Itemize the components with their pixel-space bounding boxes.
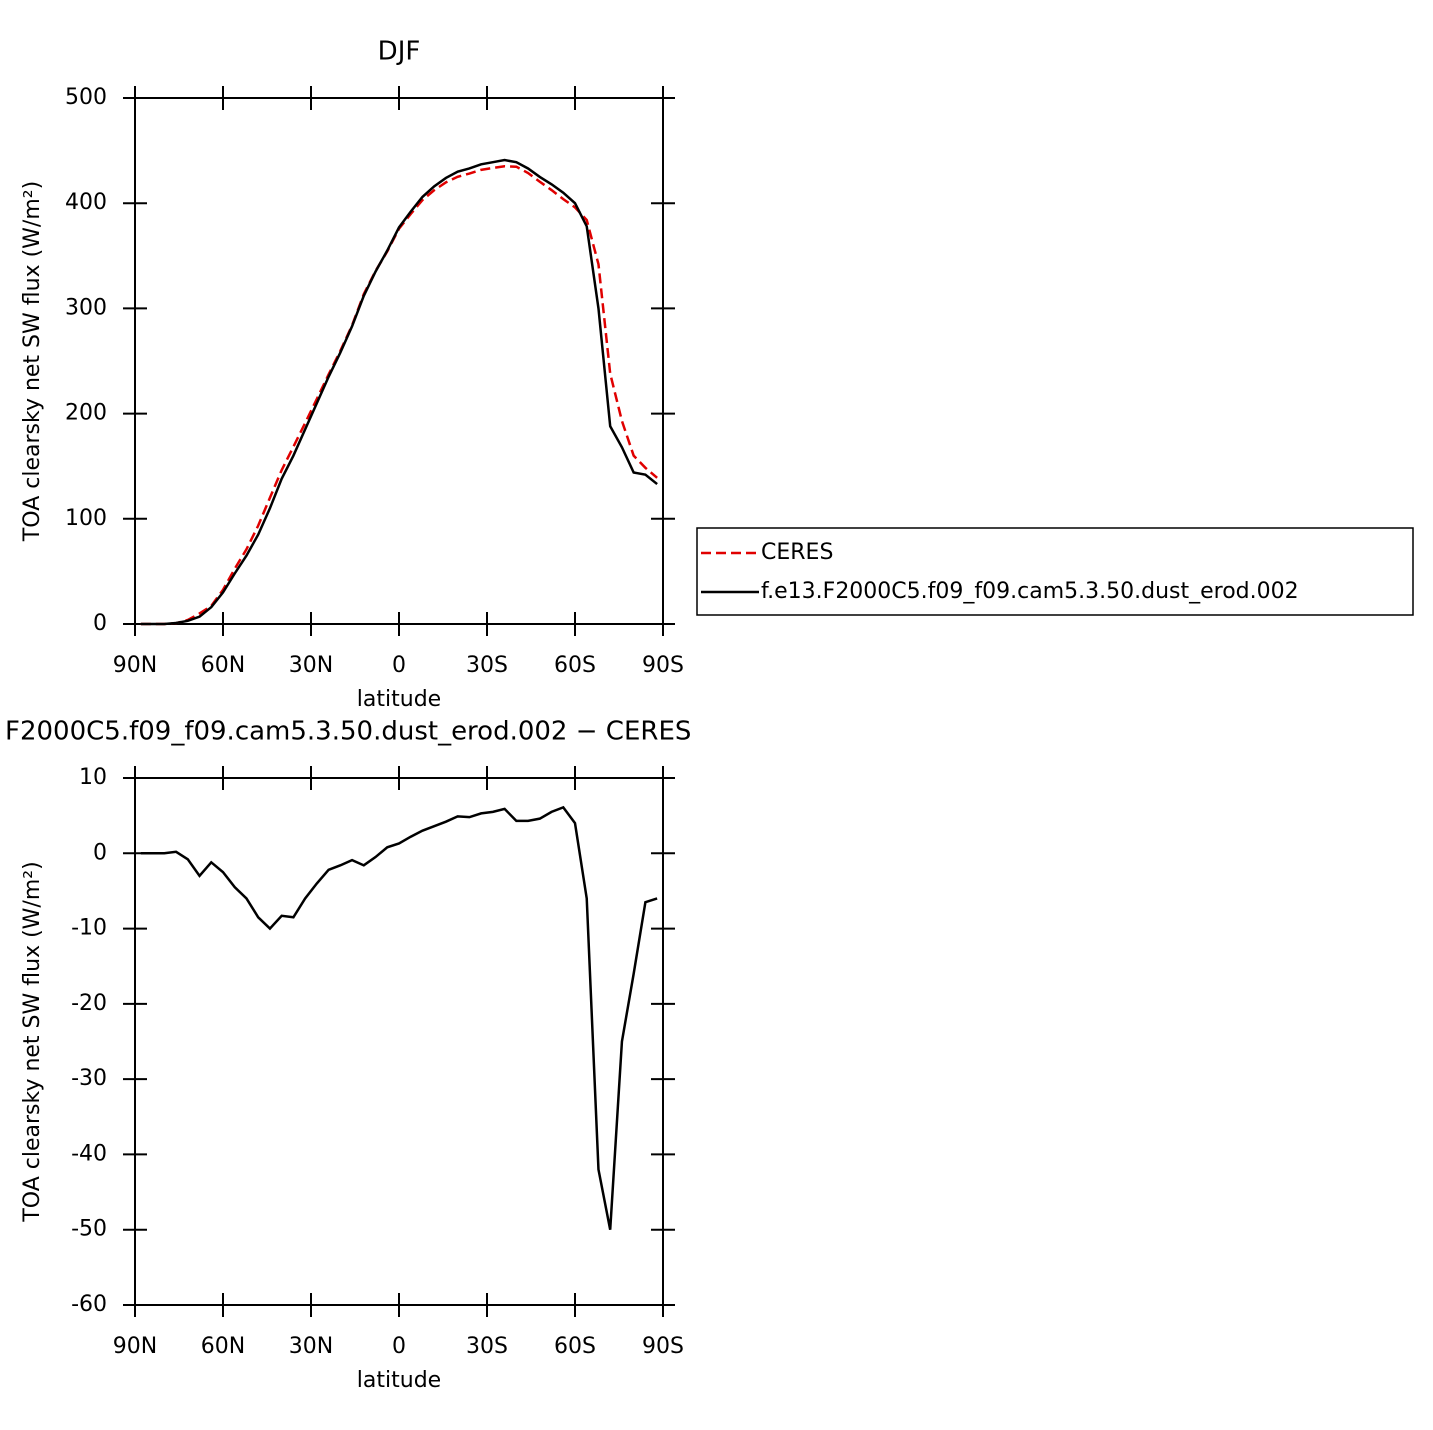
x-tick-label: 60S [554, 653, 596, 678]
data-line [140, 158, 658, 626]
y-tick-label: 200 [65, 401, 107, 426]
x-tick-label: 60N [201, 653, 245, 678]
legend-label: f.e13.F2000C5.f09_f09.cam5.3.50.dust_ero… [761, 579, 1299, 604]
y-tick-label: 0 [93, 840, 107, 865]
legend-box [696, 527, 1414, 616]
x-tick-label: 0 [392, 1334, 406, 1359]
x-tick-label: 30S [466, 653, 508, 678]
y-tick-label: 300 [65, 295, 107, 320]
y-tick-label: -60 [71, 1292, 107, 1317]
y-tick-label: -40 [71, 1141, 107, 1166]
y-axis-label: TOA clearsky net SW flux (W/m²) [20, 181, 45, 542]
x-tick-label: 90N [113, 1334, 157, 1359]
plot-frame [134, 777, 664, 1306]
data-line [140, 165, 658, 626]
x-tick-label: 60S [554, 1334, 596, 1359]
y-tick-label: -50 [71, 1217, 107, 1242]
x-tick-label: 60N [201, 1334, 245, 1359]
y-tick-label: 400 [65, 190, 107, 215]
y-tick-label: -30 [71, 1066, 107, 1091]
x-tick-label: 90N [113, 653, 157, 678]
y-tick-label: 10 [79, 765, 107, 790]
chart-title: DJF [378, 37, 421, 67]
y-tick-label: 500 [65, 85, 107, 110]
plot-frame [134, 97, 664, 625]
x-axis-label: latitude [357, 1368, 441, 1393]
x-tick-label: 30S [466, 1334, 508, 1359]
y-tick-label: -10 [71, 916, 107, 941]
x-tick-label: 0 [392, 653, 406, 678]
x-tick-label: 90S [642, 653, 684, 678]
x-axis-label: latitude [357, 687, 441, 712]
x-tick-label: 90S [642, 1334, 684, 1359]
y-tick-label: 0 [93, 611, 107, 636]
data-line [140, 805, 658, 1230]
legend-label: CERES [761, 540, 833, 565]
y-tick-label: 100 [65, 506, 107, 531]
chart-title: F2000C5.f09_f09.cam5.3.50.dust_erod.002 … [5, 717, 691, 747]
x-tick-label: 30N [289, 653, 333, 678]
x-tick-label: 30N [289, 1334, 333, 1359]
y-axis-label: TOA clearsky net SW flux (W/m²) [20, 861, 45, 1222]
y-tick-label: -20 [71, 991, 107, 1016]
